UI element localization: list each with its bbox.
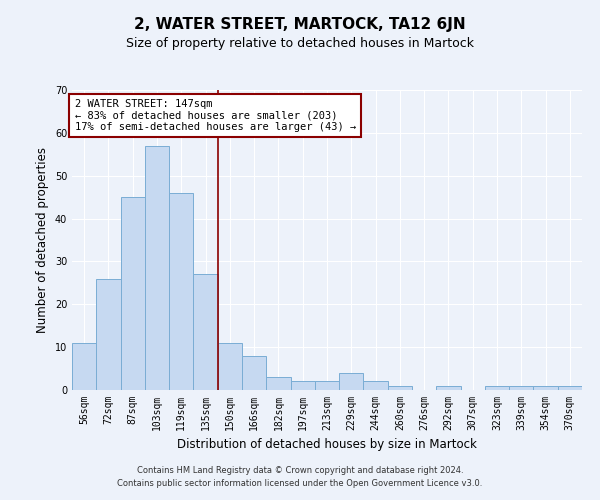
Bar — [364, 382, 388, 390]
Bar — [72, 343, 96, 390]
Text: Size of property relative to detached houses in Martock: Size of property relative to detached ho… — [126, 38, 474, 51]
Text: Contains HM Land Registry data © Crown copyright and database right 2024.
Contai: Contains HM Land Registry data © Crown c… — [118, 466, 482, 487]
Bar — [436, 386, 461, 390]
Bar — [533, 386, 558, 390]
Bar — [169, 193, 193, 390]
Bar — [290, 382, 315, 390]
Bar — [145, 146, 169, 390]
Bar — [315, 382, 339, 390]
Bar — [266, 377, 290, 390]
Bar — [121, 197, 145, 390]
Bar — [242, 356, 266, 390]
Text: 2 WATER STREET: 147sqm
← 83% of detached houses are smaller (203)
17% of semi-de: 2 WATER STREET: 147sqm ← 83% of detached… — [74, 99, 356, 132]
Bar — [339, 373, 364, 390]
Y-axis label: Number of detached properties: Number of detached properties — [36, 147, 49, 333]
Bar — [96, 278, 121, 390]
Bar — [485, 386, 509, 390]
Bar — [218, 343, 242, 390]
Bar — [193, 274, 218, 390]
X-axis label: Distribution of detached houses by size in Martock: Distribution of detached houses by size … — [177, 438, 477, 452]
Text: 2, WATER STREET, MARTOCK, TA12 6JN: 2, WATER STREET, MARTOCK, TA12 6JN — [134, 18, 466, 32]
Bar — [558, 386, 582, 390]
Bar — [509, 386, 533, 390]
Bar — [388, 386, 412, 390]
